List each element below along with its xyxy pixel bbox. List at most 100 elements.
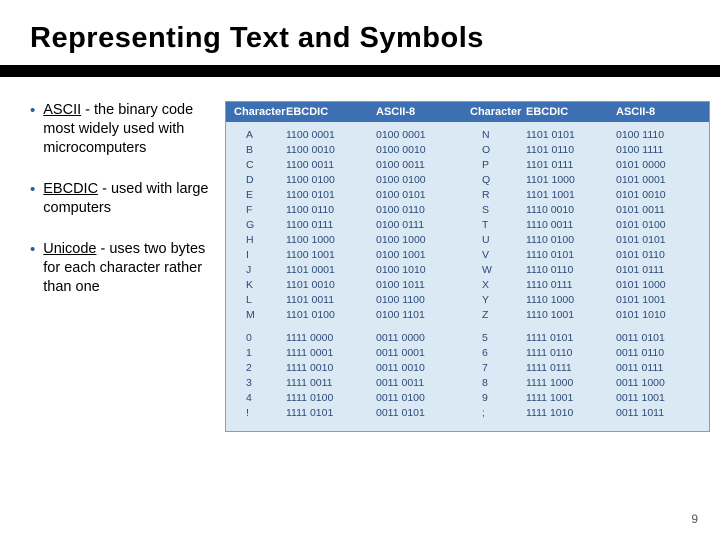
table-cell: T: [466, 218, 526, 233]
table-row: K1101 00100100 1011X1110 01110101 1000: [226, 278, 709, 293]
table-cell: 0100 1101: [376, 308, 466, 323]
table-cell: H: [226, 233, 286, 248]
table-cell: 1100 0101: [286, 188, 376, 203]
table-cell: 0011 0010: [376, 361, 466, 376]
bullet-item: • Unicode - uses two bytes for each char…: [30, 240, 215, 297]
table-cell: 0101 0001: [616, 173, 696, 188]
table-cell: 1: [226, 346, 286, 361]
table-cell: 0101 1010: [616, 308, 696, 323]
table-cell: 0101 0100: [616, 218, 696, 233]
table-cell: O: [466, 143, 526, 158]
bullet-marker: •: [30, 240, 35, 297]
table-cell: 1111 0100: [286, 391, 376, 406]
table-cell: X: [466, 278, 526, 293]
table-cell: 0100 1111: [616, 143, 696, 158]
table-cell: Z: [466, 308, 526, 323]
table-row: 21111 00100011 001071111 01110011 0111: [226, 361, 709, 376]
table-row: H1100 10000100 1000U1110 01000101 0101: [226, 233, 709, 248]
table-header: Character EBCDIC ASCII-8 Character EBCDI…: [226, 102, 709, 122]
table-cell: R: [466, 188, 526, 203]
table-cell: 1111 0010: [286, 361, 376, 376]
bullet-item: • ASCII - the binary code most widely us…: [30, 101, 215, 158]
table-cell: 0100 1011: [376, 278, 466, 293]
page-number: 9: [691, 512, 698, 526]
table-cell: 3: [226, 376, 286, 391]
table-cell: C: [226, 158, 286, 173]
bullet-list: • ASCII - the binary code most widely us…: [30, 101, 225, 432]
table-cell: ;: [466, 406, 526, 421]
header-ascii: ASCII-8: [376, 106, 466, 118]
table-cell: 1100 1000: [286, 233, 376, 248]
table-body: A1100 00010100 0001N1101 01010100 1110B1…: [226, 122, 709, 431]
table-row: D1100 01000100 0100Q1101 10000101 0001: [226, 173, 709, 188]
table-cell: 1111 0001: [286, 346, 376, 361]
table-cell: 1100 0001: [286, 128, 376, 143]
bullet-item: • EBCDIC - used with large computers: [30, 180, 215, 218]
table-row: E1100 01010100 0101R1101 10010101 0010: [226, 188, 709, 203]
table-cell: 1111 0111: [526, 361, 616, 376]
table-row: I1100 10010100 1001V1110 01010101 0110: [226, 248, 709, 263]
table-cell: 8: [466, 376, 526, 391]
table-cell: 0011 0100: [376, 391, 466, 406]
table-cell: 1110 1001: [526, 308, 616, 323]
table-cell: 0101 0000: [616, 158, 696, 173]
table-cell: 0011 0000: [376, 331, 466, 346]
table-cell: 1101 0111: [526, 158, 616, 173]
table-cell: 0011 0111: [616, 361, 696, 376]
table-cell: B: [226, 143, 286, 158]
bullet-marker: •: [30, 180, 35, 218]
header-ascii: ASCII-8: [616, 106, 696, 118]
table-cell: 1101 0011: [286, 293, 376, 308]
table-cell: 0100 0101: [376, 188, 466, 203]
table-cell: 1110 0011: [526, 218, 616, 233]
table-cell: 1111 0000: [286, 331, 376, 346]
table-cell: 1111 0101: [286, 406, 376, 421]
table-row: J1101 00010100 1010W1110 01100101 0111: [226, 263, 709, 278]
table-cell: 0011 0001: [376, 346, 466, 361]
table-cell: 0100 0001: [376, 128, 466, 143]
table-cell: 0100 0100: [376, 173, 466, 188]
table-cell: 0: [226, 331, 286, 346]
table-cell: 1101 0110: [526, 143, 616, 158]
table-cell: 1110 0010: [526, 203, 616, 218]
table-cell: 1110 0100: [526, 233, 616, 248]
content-area: • ASCII - the binary code most widely us…: [0, 77, 720, 432]
table-row: !1111 01010011 0101;1111 10100011 1011: [226, 406, 709, 421]
table-cell: 0100 1010: [376, 263, 466, 278]
table-cell: D: [226, 173, 286, 188]
table-cell: 1111 0011: [286, 376, 376, 391]
table-cell: 0011 0101: [616, 331, 696, 346]
table-cell: 1100 0010: [286, 143, 376, 158]
table-cell: 0101 1000: [616, 278, 696, 293]
table-cell: 0011 0110: [616, 346, 696, 361]
table-cell: 1111 1000: [526, 376, 616, 391]
title-underline: [0, 65, 720, 77]
table-cell: 0100 1001: [376, 248, 466, 263]
table-cell: A: [226, 128, 286, 143]
table-cell: 1111 0110: [526, 346, 616, 361]
table-cell: J: [226, 263, 286, 278]
table-cell: 1100 1001: [286, 248, 376, 263]
table-cell: 1110 0110: [526, 263, 616, 278]
table-cell: 1100 0110: [286, 203, 376, 218]
table-cell: 0011 1011: [616, 406, 696, 421]
table-cell: 0100 0011: [376, 158, 466, 173]
table-cell: 1101 0001: [286, 263, 376, 278]
table-cell: 1111 1010: [526, 406, 616, 421]
table-cell: K: [226, 278, 286, 293]
table-cell: 0100 0110: [376, 203, 466, 218]
table-cell: 2: [226, 361, 286, 376]
table-cell: 0011 0011: [376, 376, 466, 391]
table-cell: S: [466, 203, 526, 218]
table-cell: E: [226, 188, 286, 203]
table-cell: I: [226, 248, 286, 263]
table-cell: 0101 0010: [616, 188, 696, 203]
table-cell: 1100 0011: [286, 158, 376, 173]
table-cell: P: [466, 158, 526, 173]
table-cell: 1100 0111: [286, 218, 376, 233]
table-cell: 6: [466, 346, 526, 361]
table-cell: 0100 1000: [376, 233, 466, 248]
table-cell: F: [226, 203, 286, 218]
table-cell: Y: [466, 293, 526, 308]
table-cell: 1101 0101: [526, 128, 616, 143]
